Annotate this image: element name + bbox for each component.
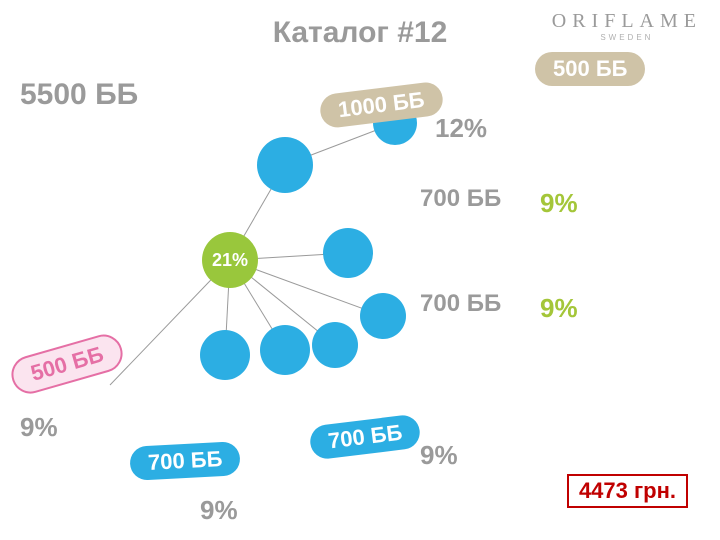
bb-label: 500 ББ [535,52,645,86]
pct-label: 9% [420,440,458,471]
bb-label: 700 ББ [129,441,241,481]
leaf-node [260,325,310,375]
leaf-node [360,293,406,339]
leaf-node [323,228,373,278]
logo-sub: SWEDEN [552,33,702,42]
bb-label: 500 ББ [7,330,127,398]
bb-label: 700 ББ [308,413,422,460]
pct-label: 9% [540,293,578,324]
center-node: 21% [202,232,258,288]
brand-logo: ORIFLAME SWEDEN [552,10,702,42]
pct-label: 12% [435,113,487,144]
total-bb-label: 5500 ББ [20,78,138,112]
leaf-node [312,322,358,368]
pct-label: 9% [200,495,238,526]
leaf-node [257,137,313,193]
pct-label: 9% [20,412,58,443]
result-box: 4473 грн. [567,474,688,508]
result-value: 4473 грн. [579,478,676,503]
center-pct: 21% [212,250,248,271]
bb-label: 1000 ББ [318,81,444,130]
leaf-node [200,330,250,380]
logo-main: ORIFLAME [552,10,702,33]
pct-label: 9% [540,188,578,219]
bb-label: 700 ББ [420,290,501,318]
bb-label: 700 ББ [420,185,501,213]
